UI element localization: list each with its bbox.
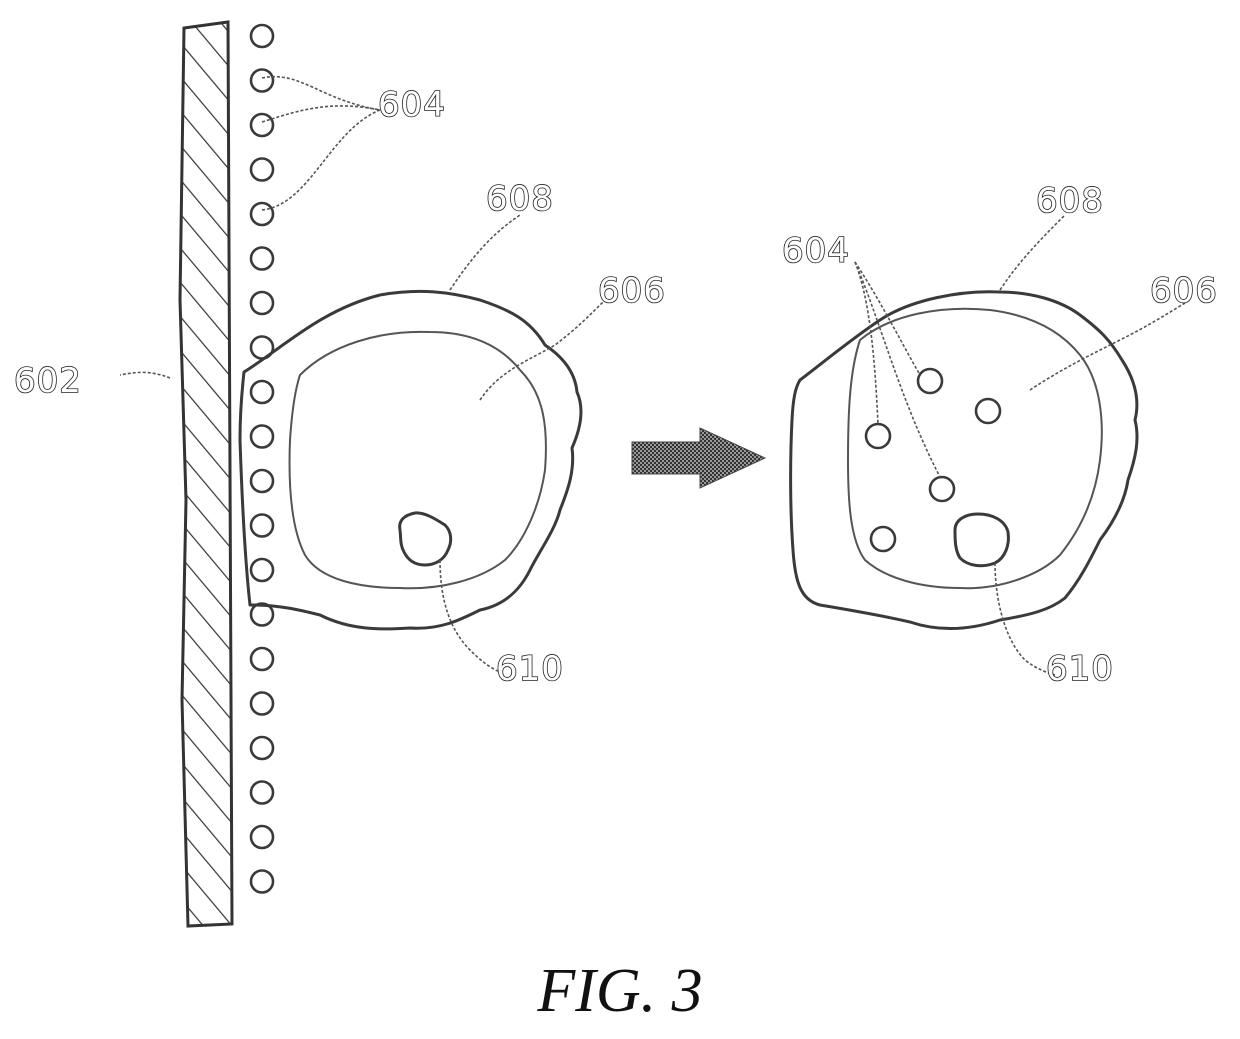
bead xyxy=(251,470,273,492)
label-608-right: 608 xyxy=(1036,181,1104,221)
bead xyxy=(251,737,273,759)
right-leader-lines xyxy=(855,215,1190,675)
bead xyxy=(251,648,273,670)
right-nucleus xyxy=(955,514,1008,566)
label-604-right: 604 xyxy=(782,231,850,271)
label-606-right: 606 xyxy=(1150,271,1218,311)
bead xyxy=(251,203,273,225)
label-608-left: 608 xyxy=(486,179,554,219)
bead xyxy=(251,292,273,314)
left-cell-inner-region xyxy=(290,332,546,588)
bead xyxy=(251,826,273,848)
bead xyxy=(251,70,273,92)
bead xyxy=(251,248,273,270)
bead xyxy=(251,159,273,181)
bead xyxy=(251,426,273,448)
substrate-wall xyxy=(180,22,232,926)
bead xyxy=(251,381,273,403)
bead xyxy=(251,515,273,537)
label-604-left: 604 xyxy=(378,85,446,125)
label-606-left: 606 xyxy=(598,271,666,311)
label-610-left: 610 xyxy=(496,649,564,689)
figure-caption: FIG. 3 xyxy=(0,960,1240,1022)
bead xyxy=(251,871,273,893)
bead xyxy=(251,693,273,715)
bead-column xyxy=(251,25,273,893)
right-cell-inner-region xyxy=(848,309,1102,588)
left-cell-outer-membrane xyxy=(240,291,581,629)
left-nucleus xyxy=(400,513,451,565)
bead xyxy=(251,25,273,47)
bead xyxy=(251,114,273,136)
label-610-right: 610 xyxy=(1046,649,1114,689)
label-602: 602 xyxy=(14,361,82,401)
right-cell-beads xyxy=(866,369,1000,551)
bead xyxy=(251,559,273,581)
right-cell-outer-membrane xyxy=(791,292,1137,629)
bead xyxy=(251,782,273,804)
transition-arrow xyxy=(632,428,765,488)
